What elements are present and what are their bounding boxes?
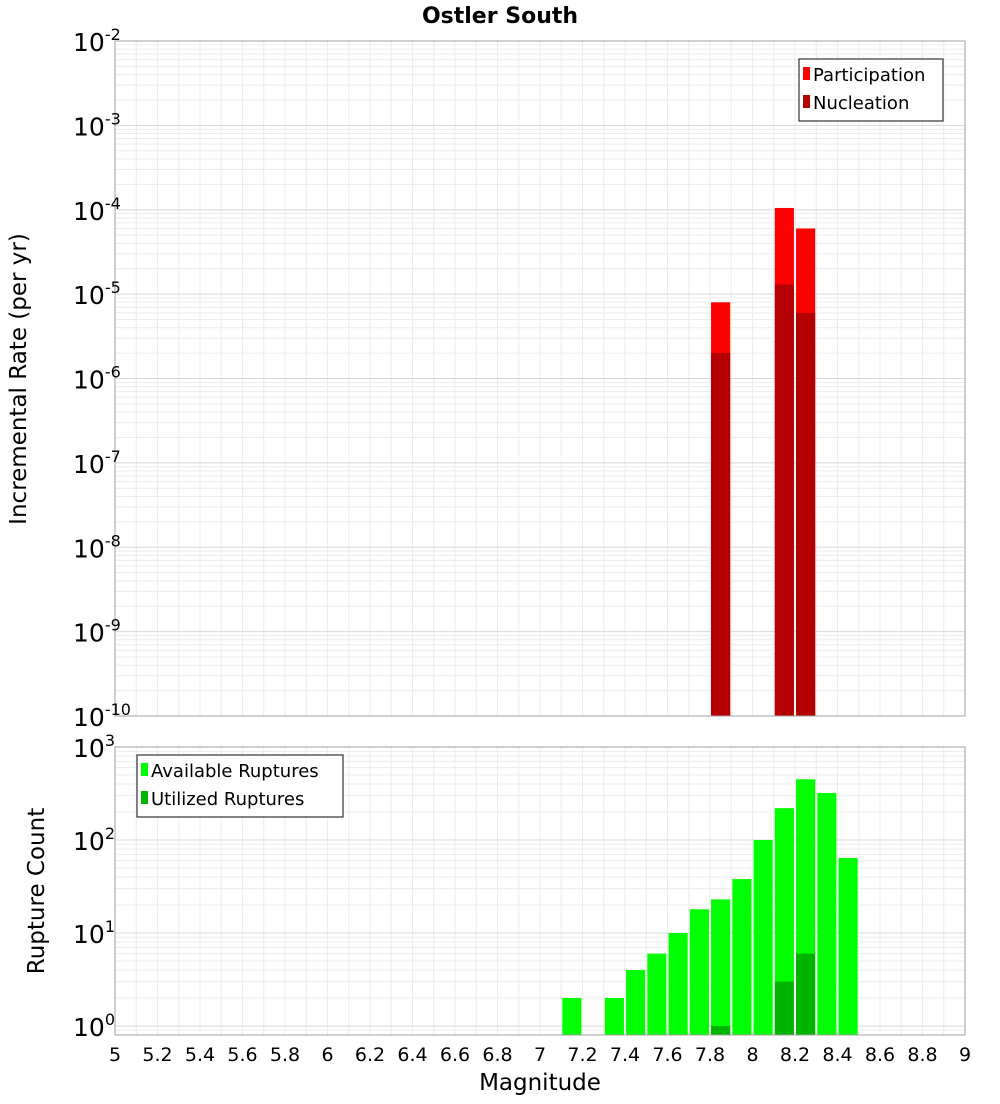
x-tick-label: 5 bbox=[109, 1044, 121, 1066]
bottom-bar bbox=[647, 953, 667, 1035]
top-legend: Participation Nucleation bbox=[798, 58, 944, 122]
x-tick-label: 8.6 bbox=[865, 1044, 895, 1066]
x-tick-label: 8 bbox=[746, 1044, 758, 1066]
top-y-tick-label: 10-3 bbox=[73, 109, 121, 141]
chart-title: Ostler South bbox=[422, 4, 578, 29]
top-y-tick-label: 10-7 bbox=[73, 447, 121, 479]
bottom-legend-label: Utilized Ruptures bbox=[151, 789, 304, 810]
top-plot-border bbox=[114, 40, 966, 717]
bottom-bar bbox=[711, 1025, 731, 1035]
bottom-bar bbox=[796, 953, 816, 1035]
bottom-plot-border bbox=[114, 746, 966, 1036]
bottom-bar bbox=[626, 969, 646, 1035]
x-tick-label: 6.6 bbox=[440, 1044, 470, 1066]
x-tick-label: 8.2 bbox=[780, 1044, 810, 1066]
bottom-bar bbox=[838, 858, 858, 1035]
x-tick-label: 9 bbox=[959, 1044, 971, 1066]
x-tick-label: 7.4 bbox=[610, 1044, 640, 1066]
bottom-bar bbox=[753, 839, 773, 1035]
top-y-tick-label: 10-6 bbox=[73, 363, 121, 395]
x-tick-label: 6.4 bbox=[397, 1044, 427, 1066]
x-axis-label: Magnitude bbox=[479, 1070, 601, 1096]
top-legend-swatch bbox=[803, 67, 810, 80]
x-tick-label: 7.6 bbox=[652, 1044, 682, 1066]
top-legend-swatch bbox=[803, 95, 810, 108]
top-y-tick-label: 10-10 bbox=[73, 700, 131, 732]
top-y-axis-label: Incremental Rate (per yr) bbox=[6, 233, 32, 525]
x-tick-label: 6.2 bbox=[355, 1044, 385, 1066]
top-legend-label: Participation bbox=[813, 65, 925, 86]
bottom-bar bbox=[689, 909, 709, 1035]
bottom-y-tick-label: 101 bbox=[73, 917, 115, 949]
bottom-bar bbox=[774, 981, 794, 1035]
top-legend-label: Nucleation bbox=[813, 93, 909, 114]
x-tick-label: 5.2 bbox=[142, 1044, 172, 1066]
x-tick-label: 6.8 bbox=[482, 1044, 512, 1066]
x-tick-label: 5.6 bbox=[227, 1044, 257, 1066]
top-bar bbox=[774, 284, 794, 716]
bottom-legend-label: Available Ruptures bbox=[151, 761, 319, 782]
bottom-bar bbox=[711, 899, 731, 1035]
bottom-legend-swatch bbox=[141, 763, 148, 776]
bottom-bar bbox=[668, 932, 688, 1035]
top-y-tick-label: 10-2 bbox=[73, 25, 121, 57]
top-grid bbox=[114, 40, 966, 717]
x-tick-label: 7 bbox=[534, 1044, 546, 1066]
top-y-tick-label: 10-8 bbox=[73, 531, 121, 563]
top-legend-box bbox=[798, 58, 944, 122]
bottom-series-2 bbox=[711, 953, 816, 1035]
x-tick-label: 5.4 bbox=[185, 1044, 215, 1066]
top-bar bbox=[711, 353, 731, 716]
bottom-legend-box bbox=[136, 754, 344, 818]
bottom-y-axis-label: Rupture Count bbox=[24, 808, 50, 974]
x-tick-label: 8.4 bbox=[822, 1044, 852, 1066]
x-tick-label: 6 bbox=[321, 1044, 333, 1066]
bottom-legend-swatch bbox=[141, 791, 148, 804]
top-y-tick-label: 10-5 bbox=[73, 278, 121, 310]
top-series-2 bbox=[711, 284, 816, 716]
x-tick-label: 7.2 bbox=[567, 1044, 597, 1066]
bottom-bar bbox=[604, 997, 624, 1035]
bottom-bar bbox=[774, 808, 794, 1035]
x-tick-label: 7.8 bbox=[695, 1044, 725, 1066]
bottom-y-tick-label: 100 bbox=[73, 1010, 115, 1042]
x-tick-label: 5.8 bbox=[270, 1044, 300, 1066]
top-y-tick-label: 10-9 bbox=[73, 616, 121, 648]
bottom-bar bbox=[562, 997, 582, 1035]
top-y-tick-label: 10-4 bbox=[73, 194, 121, 226]
bottom-y-tick-label: 103 bbox=[73, 731, 115, 763]
bottom-bar bbox=[817, 793, 837, 1035]
x-tick-label: 8.8 bbox=[907, 1044, 937, 1066]
bottom-bar bbox=[732, 879, 752, 1035]
bottom-y-tick-label: 102 bbox=[73, 824, 115, 856]
bottom-legend: Available Ruptures Utilized Ruptures bbox=[136, 754, 344, 818]
top-bar bbox=[796, 312, 816, 716]
